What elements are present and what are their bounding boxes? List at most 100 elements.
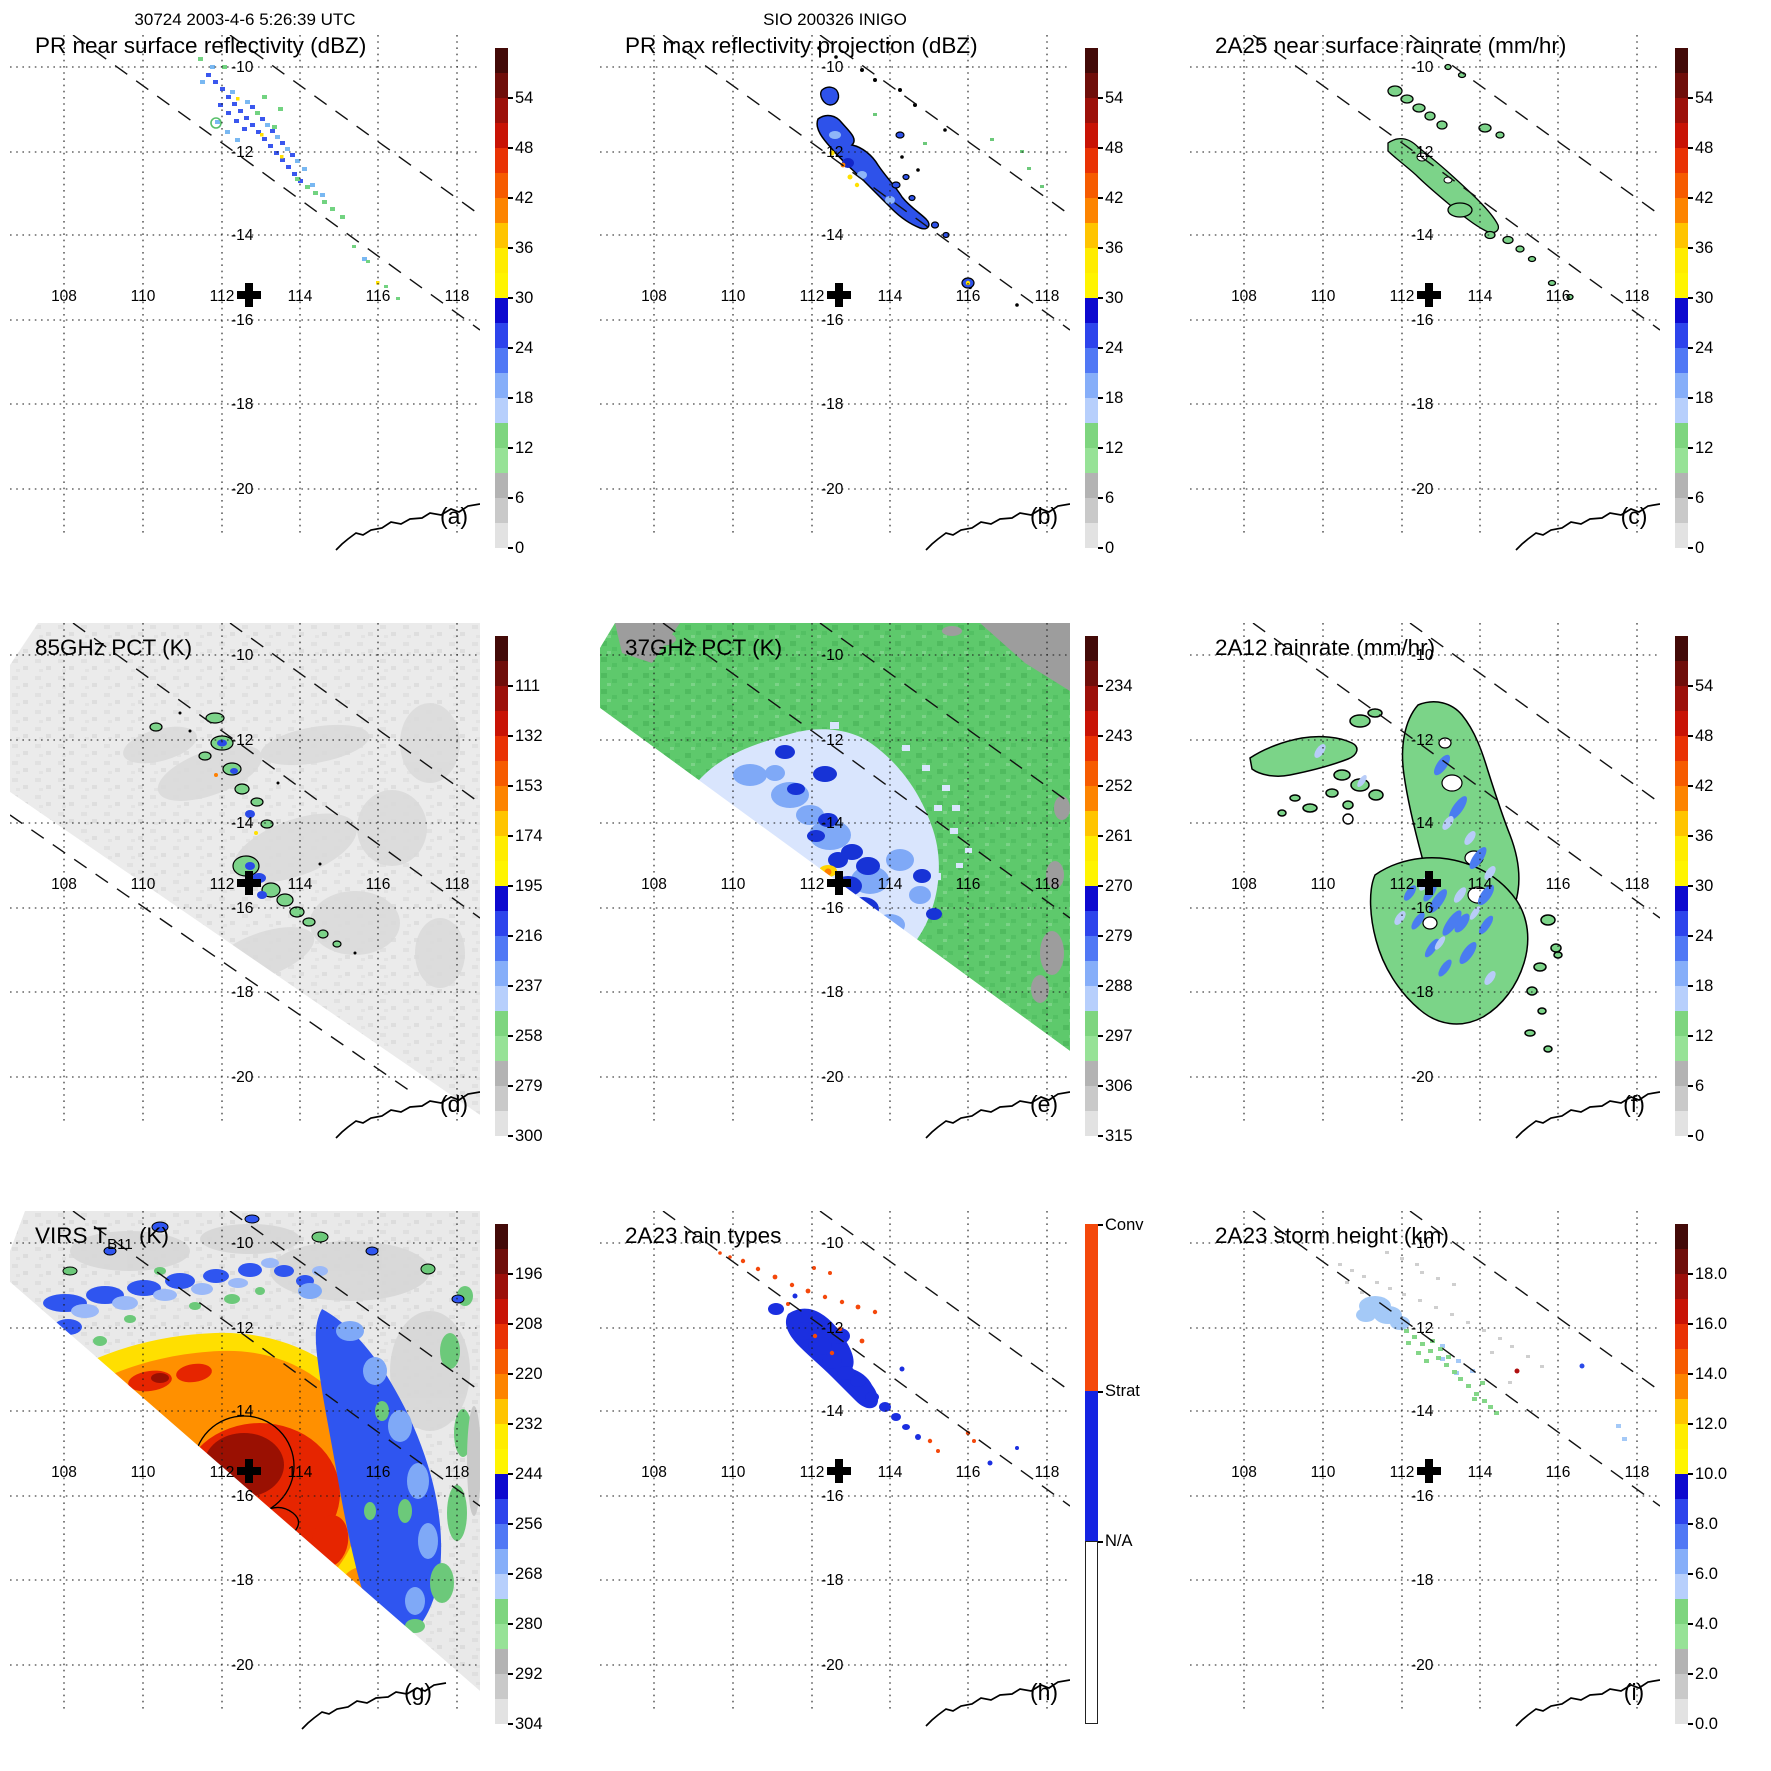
svg-text:-10: -10 bbox=[821, 1235, 844, 1252]
panel-f: 108 110 112 114 116 118 -10 -12 -14 -16 -18 -20 (f… bbox=[1190, 623, 1752, 1168]
map-pr-max-reflectivity: 108 110 112 114 116 118 -10 -12 -14 -16 -18 -20 (b… bbox=[600, 35, 1070, 551]
coastline bbox=[925, 1091, 1070, 1139]
svg-text:110: 110 bbox=[1311, 1464, 1336, 1481]
svg-text:118: 118 bbox=[1035, 1464, 1060, 1481]
colorbar-tick: 54 bbox=[515, 89, 534, 107]
panel-h: 108 110 112 114 116 118 -10 -12 -14 -16 -18 -20 (h… bbox=[600, 1211, 1162, 1756]
coastline bbox=[1515, 1091, 1660, 1139]
svg-text:118: 118 bbox=[445, 288, 470, 305]
svg-text:-16: -16 bbox=[1411, 900, 1433, 917]
panel-letter: (f) bbox=[1623, 1091, 1645, 1117]
axis-labels: 108 110 112 114 116 118 -10 -12 -14 -16 -18 -20 bbox=[51, 59, 469, 498]
svg-text:108: 108 bbox=[641, 1464, 667, 1481]
colorbar-reflectivity bbox=[495, 48, 508, 548]
storm-center-marker bbox=[827, 1459, 851, 1483]
panel-i: 108 110 112 114 116 118 -10 -12 -14 -16 -18 -20 (i… bbox=[1190, 1211, 1752, 1756]
map-2a23-storm-height: 108 110 112 114 116 118 -10 -12 -14 -16 -18 -20 (i… bbox=[1190, 1211, 1660, 1727]
map-37ghz-pct: 108 110 112 114 116 118 -10 -12 -14 -16 -18 -20 (e… bbox=[600, 623, 1070, 1146]
svg-text:-12: -12 bbox=[821, 1320, 843, 1337]
storm-center-marker bbox=[237, 1459, 261, 1483]
svg-text:114: 114 bbox=[288, 288, 313, 305]
svg-text:118: 118 bbox=[1625, 876, 1650, 893]
svg-text:116: 116 bbox=[1546, 288, 1571, 305]
storm-center-marker bbox=[237, 283, 261, 307]
svg-text:110: 110 bbox=[131, 1464, 156, 1481]
svg-text:110: 110 bbox=[1311, 288, 1336, 305]
svg-text:108: 108 bbox=[51, 288, 77, 305]
grid-lines bbox=[10, 35, 480, 535]
legend-label-na: N/A bbox=[1105, 1532, 1133, 1550]
panel-letter: (h) bbox=[1030, 1679, 1058, 1705]
panel-title: 2A23 rain types bbox=[625, 1223, 781, 1248]
svg-text:-16: -16 bbox=[231, 312, 253, 329]
panel-title: 2A23 storm height (km) bbox=[1215, 1223, 1449, 1248]
svg-text:108: 108 bbox=[51, 1464, 77, 1481]
axis-labels: 108 110 112 114 116 118 -10 -12 -14 -16 -18 -20 bbox=[51, 1235, 469, 1674]
svg-text:-12: -12 bbox=[821, 144, 843, 161]
svg-text:112: 112 bbox=[1390, 876, 1415, 893]
svg-text:112: 112 bbox=[1390, 1464, 1415, 1481]
reflectivity-band bbox=[816, 114, 930, 230]
rain-blobs bbox=[1387, 63, 1574, 301]
warm-gray-patches bbox=[123, 703, 465, 988]
land-gray-patches bbox=[615, 623, 1070, 1048]
svg-text:112: 112 bbox=[800, 1464, 825, 1481]
svg-text:-20: -20 bbox=[1411, 481, 1434, 498]
svg-text:-18: -18 bbox=[821, 984, 843, 1001]
storm-center-marker bbox=[827, 283, 851, 307]
storm-center-marker bbox=[827, 871, 851, 895]
svg-text:-20: -20 bbox=[821, 1657, 844, 1674]
map-2a12-rainrate: 108 110 112 114 116 118 -10 -12 -14 -16 -18 -20 (f… bbox=[1190, 623, 1660, 1139]
swath-edge-lines bbox=[72, 35, 480, 331]
panel-c: 108 110 112 114 116 118 -10 -12 -14 -16 -18 -20 (c… bbox=[1190, 35, 1752, 580]
svg-text:118: 118 bbox=[1625, 1464, 1650, 1481]
svg-text:-12: -12 bbox=[821, 732, 843, 749]
svg-text:112: 112 bbox=[210, 288, 235, 305]
svg-text:-12: -12 bbox=[1411, 732, 1433, 749]
svg-text:116: 116 bbox=[956, 1464, 981, 1481]
svg-text:-18: -18 bbox=[821, 1572, 843, 1589]
svg-text:-16: -16 bbox=[821, 312, 843, 329]
svg-text:-10: -10 bbox=[231, 59, 254, 76]
panel-a: 108 110 112 114 116 118 -10 -12 -14 -16 -18 -20 (a… bbox=[10, 35, 572, 580]
svg-text:108: 108 bbox=[1231, 288, 1257, 305]
svg-text:-14: -14 bbox=[231, 227, 254, 244]
svg-text:-12: -12 bbox=[231, 144, 253, 161]
colorbar-storm-height bbox=[1675, 1224, 1688, 1724]
legend-label-strat: Strat bbox=[1105, 1382, 1140, 1400]
svg-text:-12: -12 bbox=[231, 1320, 253, 1337]
coastline bbox=[1515, 503, 1660, 551]
map-2a25-rainrate: 108 110 112 114 116 118 -10 -12 -14 -16 -18 -20 (c… bbox=[1190, 35, 1660, 551]
axis-labels: 108 110 112 114 116 118 -10 -12 -14 -16 -18 -20 bbox=[51, 647, 469, 1086]
axis-labels: 108 110 112 114 116 118 -10 -12 -14 -16 -18 -20 bbox=[641, 647, 1059, 1086]
panel-letter: (a) bbox=[440, 503, 468, 529]
svg-text:114: 114 bbox=[1468, 1464, 1493, 1481]
rain-type-pixels bbox=[718, 1251, 1019, 1466]
colorbar-rainrate bbox=[1675, 636, 1688, 1136]
storm-center-marker bbox=[1417, 1459, 1441, 1483]
coastline bbox=[335, 1091, 480, 1139]
svg-text:116: 116 bbox=[1546, 1464, 1571, 1481]
svg-text:118: 118 bbox=[1035, 288, 1060, 305]
map-85ghz-pct: 108 110 112 114 116 118 -10 -12 -14 -16 -18 -20 (d… bbox=[10, 623, 480, 1146]
panel-title: PR near surface reflectivity (dBZ) bbox=[35, 35, 366, 58]
panel-letter: (g) bbox=[404, 1679, 432, 1705]
rain-speckles bbox=[198, 57, 400, 300]
panel-e: 108 110 112 114 116 118 -10 -12 -14 -16 -18 -20 (e… bbox=[600, 623, 1162, 1168]
svg-text:-14: -14 bbox=[1411, 1403, 1434, 1420]
svg-text:112: 112 bbox=[210, 876, 235, 893]
svg-text:-10: -10 bbox=[1411, 1235, 1434, 1252]
svg-text:-18: -18 bbox=[231, 396, 253, 413]
svg-text:-14: -14 bbox=[821, 1403, 844, 1420]
panel-title: 2A12 rainrate (mm/hr) bbox=[1215, 635, 1435, 660]
coastline bbox=[925, 1679, 1070, 1727]
rain-blobs bbox=[816, 41, 1044, 307]
svg-text:116: 116 bbox=[956, 288, 981, 305]
svg-text:-18: -18 bbox=[821, 396, 843, 413]
svg-text:-20: -20 bbox=[231, 481, 254, 498]
svg-text:108: 108 bbox=[641, 288, 667, 305]
axis-labels: 108 110 112 114 116 118 -10 -12 -14 -16 -18 -20 bbox=[1231, 1235, 1649, 1674]
swath-cutoff bbox=[10, 1282, 480, 1734]
svg-text:114: 114 bbox=[1468, 876, 1493, 893]
svg-text:-16: -16 bbox=[1411, 312, 1433, 329]
